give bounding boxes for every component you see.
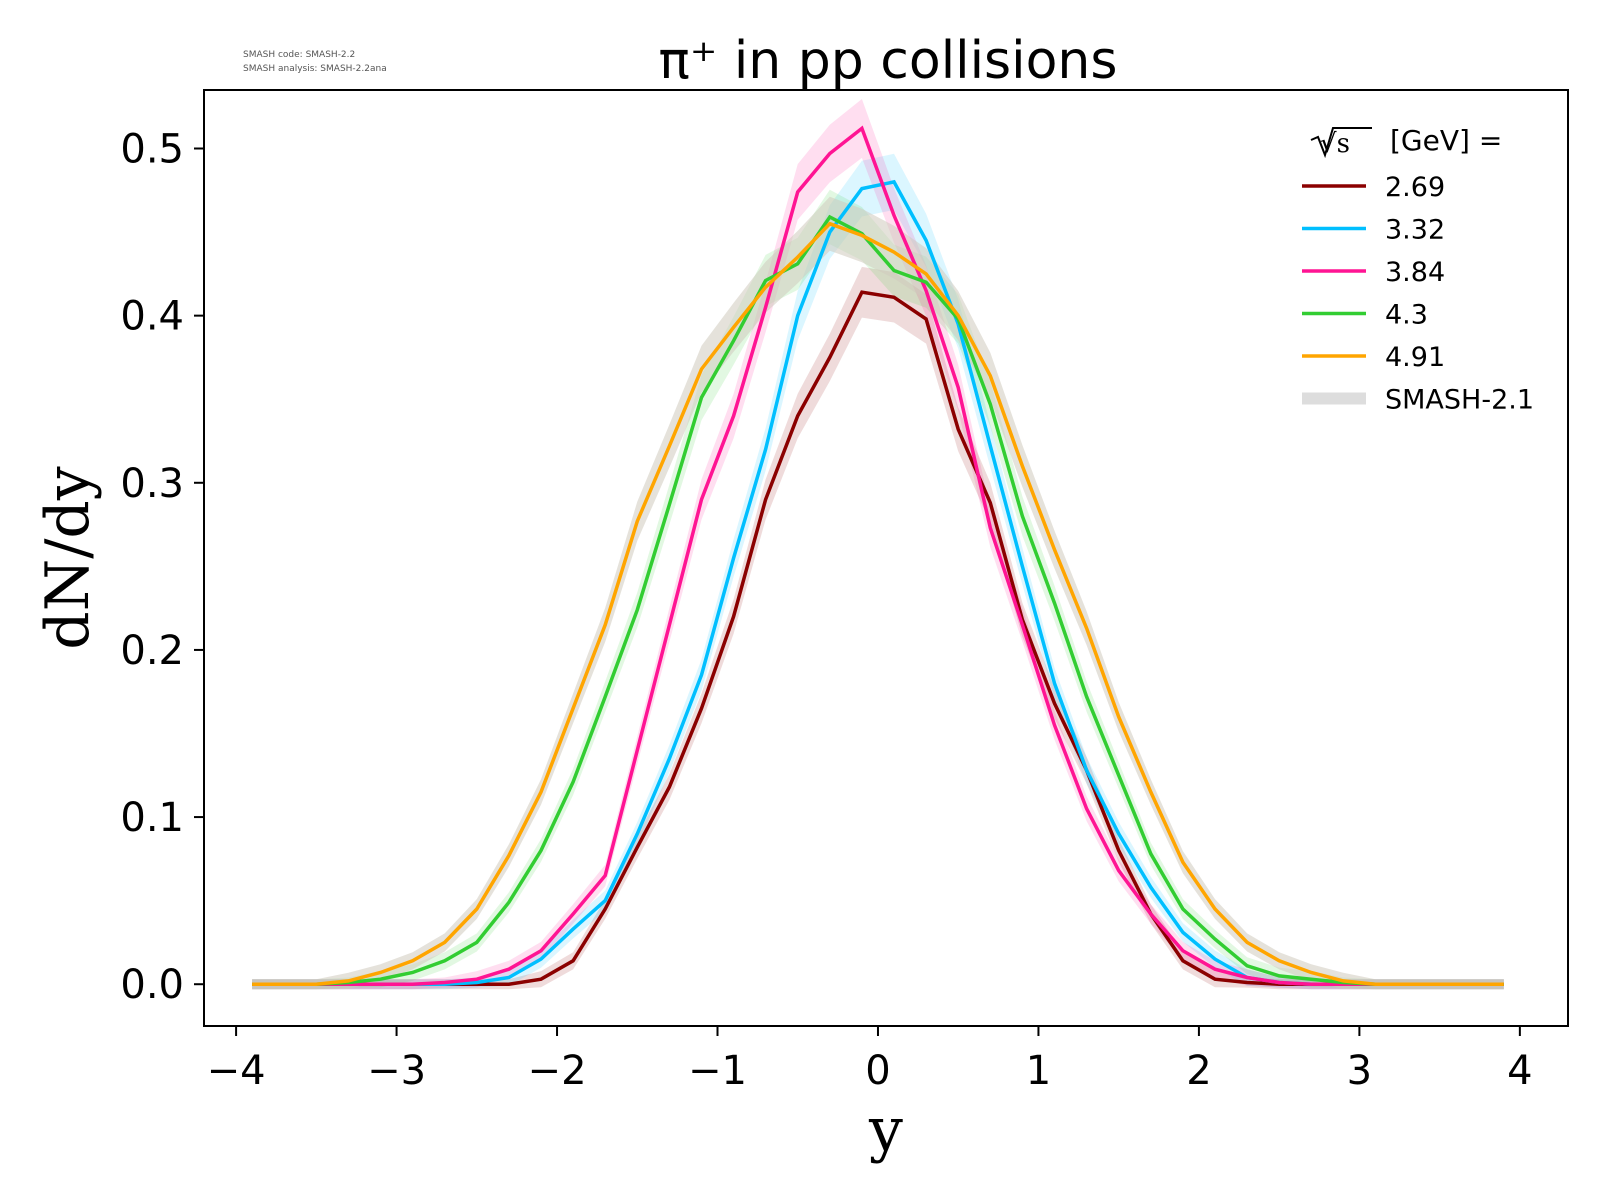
y-tick-label: 0.0 [120,962,184,1008]
x-tick-label: 1 [1026,1048,1051,1094]
series-lines [252,125,1504,986]
x-tick-label: 3 [1347,1048,1372,1094]
series-line-3.84 [252,125,1504,986]
x-tick-label: −3 [367,1048,426,1094]
series-line-4.3 [252,214,1504,986]
x-tick-label: 2 [1186,1048,1211,1094]
x-tick-label: −4 [207,1048,266,1094]
legend-label-3.84: 3.84 [1385,257,1445,288]
legend-label-4.3: 4.3 [1385,300,1428,331]
version-line: SMASH code: SMASH-2.2 [243,50,355,60]
version-line: SMASH analysis: SMASH-2.2ana [243,64,387,74]
y-axis: 0.0 0.1 0.2 0.3 0.4 0.5 [120,127,204,1008]
legend-label-4.91: 4.91 [1385,342,1445,373]
x-axis: −4 −3 −2 −1 0 1 2 3 4 [207,1026,1533,1094]
x-tick-label: 4 [1507,1048,1532,1094]
x-tick-label: −1 [688,1048,747,1094]
reference-bands [252,99,1504,990]
x-axis-label: y [868,1095,903,1165]
series-line-4.91 [252,221,1504,986]
legend-label-SMASH-2.1: SMASH-2.1 [1385,385,1534,416]
y-tick-label: 0.4 [120,294,184,340]
sqrt-icon [1310,127,1372,159]
y-tick-label: 0.1 [120,795,184,841]
x-tick-label: 0 [865,1048,890,1094]
version-info: SMASH code: SMASH-2.2 SMASH analysis: SM… [243,50,387,74]
y-tick-label: 0.2 [120,628,184,674]
plot-frame [203,89,1569,1027]
reference-band-2.69 [252,266,1504,990]
x-tick-label: −2 [528,1048,587,1094]
y-tick-label: 0.3 [120,461,184,507]
chart-title: π⁺ in pp collisions [659,31,1118,91]
y-axis-label: dN/dy [33,466,103,650]
legend-label-2.69: 2.69 [1385,172,1445,203]
legend-title: [GeV] = [1390,124,1502,157]
y-tick-label: 0.5 [120,127,184,173]
legend-label-3.32: 3.32 [1385,215,1445,246]
reference-band-4.3 [252,189,1504,990]
